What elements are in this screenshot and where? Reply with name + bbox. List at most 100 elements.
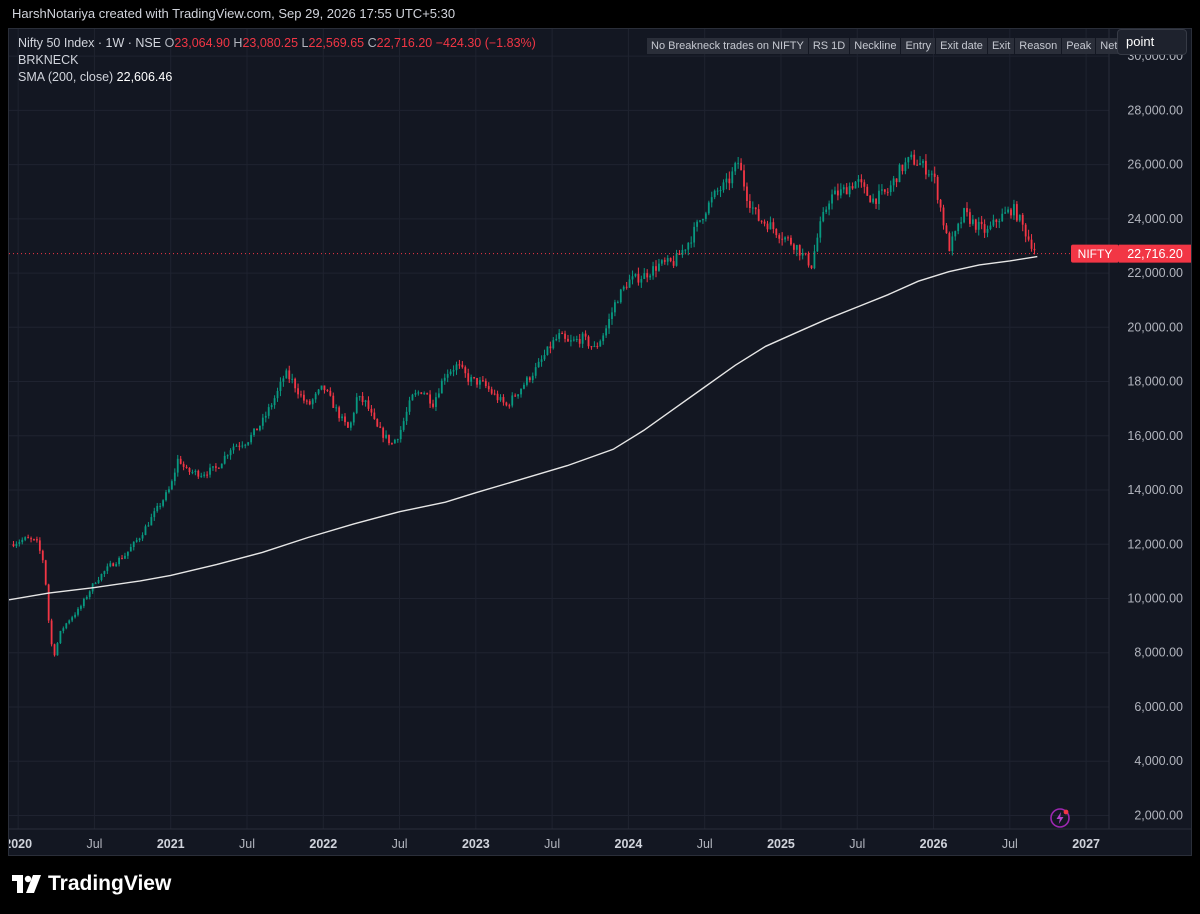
chart-pane[interactable]: 2,000.00 4,000.00 6,000.00 8,000.00 10,000.0…	[8, 28, 1192, 856]
candle-body	[552, 340, 555, 349]
candle-body	[317, 389, 320, 394]
candle-body	[575, 338, 578, 340]
candle-body	[992, 219, 995, 226]
column-header-3: Entry	[901, 38, 937, 54]
x-tick-label: 2023	[462, 837, 490, 851]
column-header-1: RS 1D	[808, 38, 851, 54]
candle-body	[766, 223, 769, 230]
candle-body	[901, 164, 904, 172]
candle-body	[417, 392, 420, 394]
candle-body	[235, 445, 238, 447]
candle-body	[358, 396, 361, 398]
indicator-brkneck[interactable]: BRKNECK	[18, 52, 536, 69]
candle-body	[669, 258, 672, 262]
candle-body	[599, 341, 602, 347]
candle-body	[1018, 214, 1021, 221]
candle-body	[602, 335, 605, 342]
tradingview-brand[interactable]: TradingView	[12, 872, 171, 896]
candle-body	[511, 395, 514, 406]
candle-body	[452, 370, 455, 372]
candle-body	[217, 467, 220, 469]
candle-body	[675, 253, 678, 266]
candle-body	[121, 557, 123, 559]
close-label: C	[367, 36, 377, 50]
candle-body	[845, 187, 848, 195]
candle-body	[614, 302, 616, 313]
candle-body	[605, 328, 608, 336]
candle-body	[147, 525, 150, 527]
candle-body	[986, 229, 989, 233]
candle-body	[531, 375, 534, 381]
candle-body	[144, 526, 147, 536]
mode-selector[interactable]: point	[1117, 29, 1187, 55]
candle-body	[443, 377, 446, 381]
candle-body	[449, 371, 452, 375]
candle-body	[751, 207, 754, 209]
candle-body	[385, 434, 387, 438]
y-tick-label: 8,000.00	[1134, 646, 1183, 660]
column-header-6: Reason	[1015, 38, 1063, 54]
x-tick-label: 2020	[9, 837, 32, 851]
candle-body	[898, 164, 901, 183]
candle-body	[1027, 236, 1030, 240]
candle-body	[458, 364, 461, 366]
candle-body	[229, 450, 232, 456]
candle-body	[188, 467, 191, 473]
candle-body	[628, 279, 631, 288]
candle-body	[619, 289, 622, 303]
candle-body	[41, 550, 44, 561]
candle-body	[156, 505, 159, 512]
chart-attribution: HarshNotariya created with TradingView.c…	[12, 6, 456, 21]
candle-body	[649, 275, 652, 278]
candle-body	[391, 443, 393, 445]
y-tick-label: 2,000.00	[1134, 808, 1183, 822]
candle-body	[379, 426, 382, 428]
candle-body	[754, 207, 757, 210]
candle-body	[977, 221, 980, 230]
column-header-2: Neckline	[850, 38, 902, 54]
candle-body	[834, 190, 836, 195]
candle-body	[886, 191, 889, 193]
candle-body	[423, 393, 426, 395]
candle-body	[273, 398, 276, 406]
candle-body	[490, 389, 493, 394]
candle-body	[197, 470, 200, 477]
candle-body	[537, 361, 540, 368]
candle-body	[209, 467, 211, 475]
candle-body	[658, 263, 660, 271]
candle-body	[241, 445, 244, 447]
candle-body	[38, 540, 41, 551]
candle-body	[338, 407, 341, 419]
candle-body	[435, 397, 437, 407]
candle-body	[364, 400, 367, 403]
y-tick-label: 6,000.00	[1134, 700, 1183, 714]
candle-body	[118, 557, 120, 565]
candle-body	[1030, 239, 1033, 249]
candle-body	[267, 407, 270, 416]
candle-body	[564, 333, 566, 339]
candle-body	[112, 563, 115, 567]
price-chart[interactable]: 2,000.00 4,000.00 6,000.00 8,000.00 10,000.0…	[9, 29, 1192, 856]
symbol-label[interactable]: Nifty 50 Index · 1W · NSE	[18, 36, 162, 50]
x-tick-label: Jul	[392, 837, 408, 851]
candle-body	[361, 396, 364, 403]
candle-body	[655, 266, 657, 271]
candle-body	[420, 392, 423, 394]
candle-body	[696, 221, 698, 227]
candle-body	[989, 225, 992, 230]
candle-body	[470, 377, 473, 382]
candle-body	[963, 208, 965, 223]
candle-body	[376, 418, 379, 427]
candle-body	[132, 541, 135, 548]
candle-body	[757, 209, 760, 221]
candle-body	[191, 472, 194, 474]
candle-body	[159, 505, 162, 507]
candle-body	[570, 340, 572, 342]
trades-table-header: No Breakneck trades on NIFTY RS 1D Necklin…	[647, 38, 1123, 54]
candle-body	[693, 226, 696, 243]
candle-body	[892, 178, 895, 186]
candle-body	[85, 597, 88, 599]
indicator-sma[interactable]: SMA (200, close) 22,606.46	[18, 69, 536, 86]
candle-body	[907, 157, 910, 163]
lightning-icon[interactable]	[1049, 807, 1071, 829]
